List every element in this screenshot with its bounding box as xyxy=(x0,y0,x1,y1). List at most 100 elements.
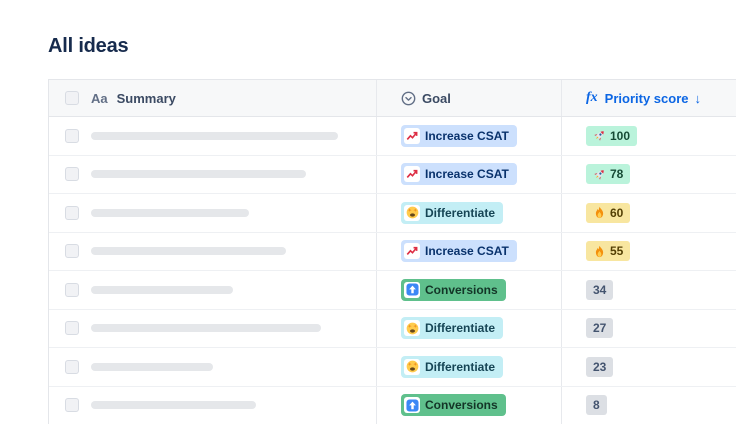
priority-score-value: 34 xyxy=(593,282,607,297)
row-select-cell xyxy=(49,271,87,309)
priority-column-label: Priority score xyxy=(604,90,689,106)
chart-increasing-icon xyxy=(404,127,420,144)
priority-score-badge: 8 xyxy=(586,395,607,416)
summary-cell xyxy=(87,271,376,309)
table-row[interactable]: Differentiate 60 xyxy=(49,194,736,233)
row-checkbox[interactable] xyxy=(65,398,79,413)
row-checkbox[interactable] xyxy=(65,205,79,220)
row-select-cell xyxy=(49,194,87,232)
priority-score-badge: 78 xyxy=(586,164,631,185)
goal-cell: Differentiate xyxy=(376,309,561,347)
priority-score-cell: 60 xyxy=(561,194,736,232)
summary-text-placeholder xyxy=(91,401,256,410)
star-struck-icon xyxy=(404,204,420,221)
table-row[interactable]: Conversions 8 xyxy=(49,386,736,424)
goal-badge[interactable]: Differentiate xyxy=(401,355,504,378)
priority-score-badge: 23 xyxy=(586,356,614,377)
select-all-checkbox[interactable] xyxy=(65,91,79,105)
table-row[interactable]: Conversions 34 xyxy=(49,271,736,310)
priority-score-badge: 34 xyxy=(586,279,614,300)
row-checkbox[interactable] xyxy=(65,128,79,143)
summary-text-placeholder xyxy=(91,170,306,179)
table-row[interactable]: Increase CSAT 100 xyxy=(49,117,736,156)
text-field-type-icon: Aa xyxy=(91,90,108,106)
priority-score-cell: 27 xyxy=(561,309,736,347)
priority-score-badge: 55 xyxy=(586,241,631,262)
chart-increasing-icon xyxy=(404,166,420,183)
priority-score-cell: 34 xyxy=(561,271,736,309)
priority-score-cell: 78 xyxy=(561,155,736,193)
row-checkbox[interactable] xyxy=(65,282,79,297)
row-checkbox[interactable] xyxy=(65,167,79,182)
goal-badge[interactable]: Differentiate xyxy=(401,201,504,224)
single-select-field-icon xyxy=(401,91,416,106)
goal-label: Differentiate xyxy=(425,359,496,374)
summary-text-placeholder xyxy=(91,131,338,140)
table-row[interactable]: Increase CSAT 78 xyxy=(49,155,736,194)
summary-column-label: Summary xyxy=(116,90,176,106)
priority-score-value: 55 xyxy=(610,244,624,259)
fire-icon xyxy=(593,206,606,219)
up-arrow-icon xyxy=(404,281,420,298)
formula-field-icon: fx xyxy=(586,90,598,105)
priority-score-cell: 100 xyxy=(561,117,736,155)
row-select-cell xyxy=(49,310,87,348)
priority-score-value: 27 xyxy=(593,321,607,336)
ideas-table: Aa Summary Goal fx Priority score ↓ xyxy=(48,79,736,424)
column-header-summary[interactable]: Aa Summary xyxy=(87,80,376,116)
column-header-goal[interactable]: Goal xyxy=(376,80,561,116)
star-struck-icon xyxy=(404,358,420,375)
table-body: Increase CSAT 100 Increase CSAT 78 xyxy=(49,117,736,424)
summary-cell xyxy=(87,310,376,348)
priority-score-value: 60 xyxy=(610,205,624,220)
summary-text-placeholder xyxy=(91,324,321,333)
priority-score-value: 8 xyxy=(593,398,600,413)
goal-label: Increase CSAT xyxy=(425,167,509,182)
row-checkbox[interactable] xyxy=(65,244,79,259)
up-arrow-icon xyxy=(404,397,420,414)
summary-cell xyxy=(87,156,376,194)
priority-score-value: 78 xyxy=(610,167,624,182)
row-checkbox[interactable] xyxy=(65,321,79,336)
row-select-cell xyxy=(49,117,87,155)
summary-cell xyxy=(87,348,376,386)
table-row[interactable]: Differentiate 27 xyxy=(49,309,736,348)
goal-cell: Conversions xyxy=(376,271,561,309)
goal-column-label: Goal xyxy=(422,90,451,106)
summary-text-placeholder xyxy=(91,208,249,217)
goal-badge[interactable]: Differentiate xyxy=(401,317,504,340)
goal-cell: Increase CSAT xyxy=(376,155,561,193)
row-checkbox[interactable] xyxy=(65,359,79,374)
goal-cell: Differentiate xyxy=(376,348,561,386)
summary-cell xyxy=(87,194,376,232)
goal-label: Conversions xyxy=(425,398,498,413)
summary-text-placeholder xyxy=(91,285,233,294)
goal-badge[interactable]: Conversions xyxy=(401,278,506,301)
priority-score-cell: 23 xyxy=(561,348,736,386)
row-select-cell xyxy=(49,348,87,386)
fire-icon xyxy=(593,245,606,258)
goal-label: Increase CSAT xyxy=(425,128,509,143)
header-select-cell xyxy=(49,80,87,116)
goal-label: Differentiate xyxy=(425,205,496,220)
column-header-priority-score[interactable]: fx Priority score ↓ xyxy=(561,80,736,116)
table-row[interactable]: Differentiate 23 xyxy=(49,348,736,387)
goal-badge[interactable]: Increase CSAT xyxy=(401,163,517,186)
priority-score-value: 23 xyxy=(593,359,607,374)
goal-cell: Increase CSAT xyxy=(376,117,561,155)
goal-badge[interactable]: Increase CSAT xyxy=(401,124,517,147)
goal-label: Increase CSAT xyxy=(425,244,509,259)
summary-cell xyxy=(87,233,376,271)
row-select-cell xyxy=(49,233,87,271)
goal-cell: Differentiate xyxy=(376,194,561,232)
summary-text-placeholder xyxy=(91,362,213,371)
page-title: All ideas xyxy=(48,35,129,57)
priority-score-value: 100 xyxy=(610,128,631,143)
goal-badge[interactable]: Increase CSAT xyxy=(401,240,517,263)
table-row[interactable]: Increase CSAT 55 xyxy=(49,232,736,271)
summary-text-placeholder xyxy=(91,247,286,256)
priority-score-badge: 60 xyxy=(586,202,631,223)
summary-cell xyxy=(87,387,376,424)
goal-badge[interactable]: Conversions xyxy=(401,394,506,417)
goal-cell: Conversions xyxy=(376,386,561,424)
